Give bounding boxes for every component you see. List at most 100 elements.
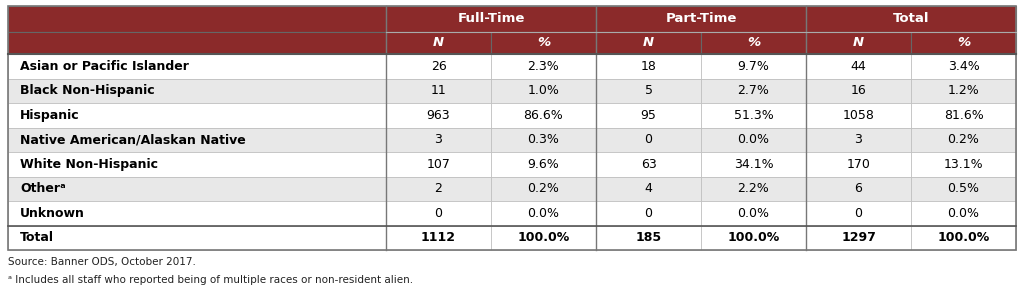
Bar [490, 152, 596, 177]
Bar [596, 177, 701, 201]
Bar [386, 54, 490, 79]
Text: Full-Time: Full-Time [458, 13, 524, 25]
Bar [596, 103, 701, 128]
Text: 963: 963 [427, 109, 451, 122]
Bar [806, 103, 911, 128]
Bar [8, 152, 386, 177]
Bar [8, 103, 386, 128]
Bar [596, 152, 701, 177]
Text: 2.2%: 2.2% [737, 182, 769, 195]
Bar [8, 6, 1016, 250]
Text: Unknown: Unknown [20, 207, 85, 220]
Text: 51.3%: 51.3% [733, 109, 773, 122]
Bar [386, 6, 596, 32]
Bar [490, 32, 596, 54]
Text: 1112: 1112 [421, 231, 456, 244]
Text: 0.0%: 0.0% [527, 207, 559, 220]
Text: 86.6%: 86.6% [523, 109, 563, 122]
Text: 11: 11 [431, 84, 446, 97]
Bar [911, 54, 1016, 79]
Text: 0.5%: 0.5% [947, 182, 980, 195]
Bar [8, 128, 386, 152]
Text: 0.2%: 0.2% [947, 133, 979, 146]
Text: 2.3%: 2.3% [527, 60, 559, 73]
Bar [490, 201, 596, 226]
Bar [490, 79, 596, 103]
Text: White Non-Hispanic: White Non-Hispanic [20, 158, 158, 171]
Text: %: % [956, 36, 970, 50]
Text: N: N [853, 36, 864, 50]
Bar [806, 177, 911, 201]
Text: 1.0%: 1.0% [527, 84, 559, 97]
Bar [701, 226, 806, 250]
Text: Total: Total [893, 13, 929, 25]
Text: 185: 185 [636, 231, 662, 244]
Bar [596, 6, 806, 32]
Text: 100.0%: 100.0% [517, 231, 569, 244]
Text: 0.2%: 0.2% [527, 182, 559, 195]
Bar [386, 226, 490, 250]
Text: Part-Time: Part-Time [666, 13, 736, 25]
Bar [701, 103, 806, 128]
Text: 9.6%: 9.6% [527, 158, 559, 171]
Bar [386, 128, 490, 152]
Text: 5: 5 [644, 84, 652, 97]
Text: 0.3%: 0.3% [527, 133, 559, 146]
Bar [8, 201, 386, 226]
Bar [911, 201, 1016, 226]
Bar [806, 6, 1016, 32]
Text: Total: Total [20, 231, 54, 244]
Text: 107: 107 [427, 158, 451, 171]
Bar [8, 177, 386, 201]
Text: 3: 3 [434, 133, 442, 146]
Text: 2: 2 [434, 182, 442, 195]
Bar [596, 54, 701, 79]
Bar [911, 32, 1016, 54]
Bar [386, 103, 490, 128]
Bar [701, 32, 806, 54]
Text: 1297: 1297 [841, 231, 876, 244]
Text: 0: 0 [644, 207, 652, 220]
Bar [701, 128, 806, 152]
Text: 9.7%: 9.7% [737, 60, 769, 73]
Text: 6: 6 [855, 182, 862, 195]
Text: 0: 0 [434, 207, 442, 220]
Bar [490, 103, 596, 128]
Text: Native American/Alaskan Native: Native American/Alaskan Native [20, 133, 246, 146]
Bar [386, 32, 490, 54]
Text: Asian or Pacific Islander: Asian or Pacific Islander [20, 60, 188, 73]
Bar [701, 79, 806, 103]
Text: Hispanic: Hispanic [20, 109, 80, 122]
Bar [911, 152, 1016, 177]
Bar [911, 79, 1016, 103]
Text: 3: 3 [855, 133, 862, 146]
Bar [386, 79, 490, 103]
Text: 26: 26 [431, 60, 446, 73]
Text: ᵃ Includes all staff who reported being of multiple races or non-resident alien.: ᵃ Includes all staff who reported being … [8, 275, 413, 285]
Bar [386, 152, 490, 177]
Text: %: % [746, 36, 760, 50]
Bar [701, 177, 806, 201]
Bar [8, 226, 386, 250]
Text: %: % [537, 36, 550, 50]
Text: Black Non-Hispanic: Black Non-Hispanic [20, 84, 155, 97]
Bar [806, 128, 911, 152]
Bar [806, 152, 911, 177]
Bar [8, 79, 386, 103]
Bar [490, 177, 596, 201]
Text: 18: 18 [641, 60, 656, 73]
Bar [911, 177, 1016, 201]
Text: N: N [433, 36, 444, 50]
Text: Source: Banner ODS, October 2017.: Source: Banner ODS, October 2017. [8, 257, 196, 267]
Bar [386, 201, 490, 226]
Bar [490, 128, 596, 152]
Text: 170: 170 [847, 158, 870, 171]
Bar [806, 79, 911, 103]
Bar [596, 79, 701, 103]
Bar [911, 103, 1016, 128]
Bar [701, 54, 806, 79]
Bar [806, 226, 911, 250]
Bar [8, 32, 386, 54]
Bar [386, 177, 490, 201]
Text: 0: 0 [854, 207, 862, 220]
